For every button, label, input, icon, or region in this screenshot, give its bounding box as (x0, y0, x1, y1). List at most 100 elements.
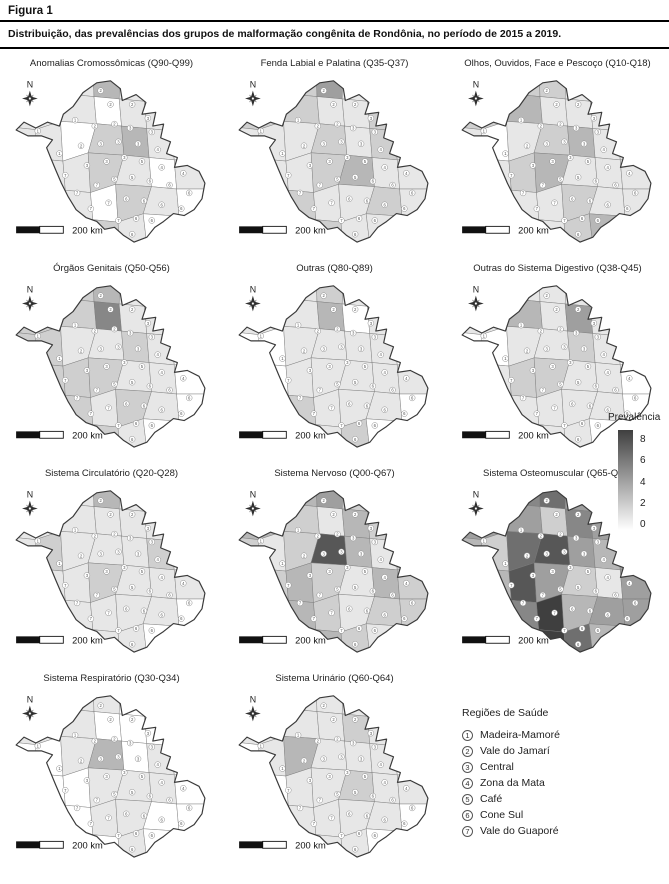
svg-text:1: 1 (483, 129, 486, 134)
svg-text:4: 4 (157, 352, 160, 357)
svg-text:5: 5 (364, 364, 367, 369)
svg-text:5: 5 (141, 774, 144, 779)
svg-text:6: 6 (589, 198, 592, 203)
choropleth-map-svg: 2 2 2 3 1 1 2 2 3 3 1 2 3 3 3 4 7 3 3 3 5 4 4 7 7 5 5 6 6 6 7 7 6 6 6 6 7 6 6 6… (461, 80, 652, 243)
state-outline (461, 80, 652, 243)
svg-text:6: 6 (143, 198, 146, 203)
svg-text:3: 3 (346, 770, 349, 775)
svg-text:5: 5 (577, 585, 580, 590)
municipalities-layer (239, 490, 428, 653)
svg-text:6: 6 (149, 794, 152, 799)
svg-text:4: 4 (380, 147, 383, 152)
svg-text:6: 6 (354, 232, 357, 237)
svg-text:2: 2 (526, 348, 529, 353)
state-outline (238, 695, 429, 858)
svg-text:3: 3 (360, 346, 363, 351)
svg-text:3: 3 (309, 163, 312, 168)
region-number-markers: 2 2 2 3 1 1 2 2 3 3 1 2 3 3 3 4 7 3 3 3 5 4 4 7 7 5 5 6 6 6 7 7 6 6 6 6 7 6 6 6 (480, 497, 639, 648)
svg-text:3: 3 (546, 551, 549, 556)
svg-text:6: 6 (366, 403, 369, 408)
svg-text:2: 2 (131, 717, 134, 722)
svg-text:2: 2 (354, 512, 357, 517)
svg-text:7: 7 (510, 173, 513, 178)
state-outline (238, 285, 429, 448)
svg-text:1: 1 (297, 118, 300, 123)
svg-text:6: 6 (354, 437, 357, 442)
svg-text:3: 3 (147, 526, 150, 531)
svg-text:1: 1 (37, 334, 40, 339)
scale-bar: 200 km (239, 840, 326, 850)
svg-text:3: 3 (360, 756, 363, 761)
svg-text:2: 2 (577, 307, 580, 312)
map-panel-9: Sistema Osteomuscular (Q65-Q79) 2 2 2 3 1 1 2 2 3… (446, 464, 669, 669)
svg-text:2: 2 (100, 498, 103, 503)
state-outline (15, 285, 206, 448)
svg-text:3: 3 (323, 551, 326, 556)
scale-bar-label: 200 km (72, 635, 103, 645)
prevalence-legend-body: 8 6 4 2 0 (618, 430, 668, 530)
region-label: Madeira-Mamoré (480, 729, 560, 741)
svg-text:5: 5 (113, 382, 116, 387)
svg-text:5: 5 (354, 585, 357, 590)
svg-text:5: 5 (141, 569, 144, 574)
svg-text:7: 7 (117, 423, 120, 428)
svg-text:7: 7 (542, 183, 545, 188)
svg-text:1: 1 (58, 356, 61, 361)
municipalities-layer (239, 695, 428, 858)
svg-text:3: 3 (147, 116, 150, 121)
svg-text:7: 7 (90, 411, 93, 416)
svg-text:3: 3 (100, 551, 103, 556)
svg-text:7: 7 (76, 601, 79, 606)
svg-text:3: 3 (86, 778, 89, 783)
svg-text:6: 6 (403, 616, 406, 621)
svg-text:6: 6 (160, 202, 163, 207)
svg-text:3: 3 (100, 346, 103, 351)
svg-text:6: 6 (411, 396, 414, 401)
svg-text:2: 2 (317, 124, 320, 129)
region-item: 6 Cone Sul (462, 809, 669, 821)
scale-bar: 200 km (239, 225, 326, 235)
svg-text:6: 6 (358, 831, 361, 836)
svg-text:4: 4 (606, 370, 609, 375)
svg-text:1: 1 (74, 323, 77, 328)
svg-text:1: 1 (37, 744, 40, 749)
svg-text:6: 6 (180, 821, 183, 826)
svg-text:2: 2 (526, 553, 529, 558)
svg-text:2: 2 (80, 758, 83, 763)
svg-text:7: 7 (64, 788, 67, 793)
svg-text:5: 5 (577, 380, 580, 385)
compass-n-label: N (473, 490, 479, 500)
svg-text:2: 2 (559, 327, 562, 332)
svg-text:3: 3 (151, 130, 154, 135)
prevalence-legend-title: Prevalência (608, 412, 661, 423)
region-label: Zona da Mata (480, 777, 545, 789)
svg-text:7: 7 (340, 218, 343, 223)
svg-text:4: 4 (603, 557, 606, 562)
svg-text:6: 6 (366, 813, 369, 818)
region-number-badge: 4 (462, 777, 473, 789)
svg-text:4: 4 (405, 786, 408, 791)
svg-text:3: 3 (328, 774, 331, 779)
svg-text:2: 2 (317, 739, 320, 744)
svg-text:5: 5 (113, 587, 116, 592)
scale-bar: 200 km (239, 635, 326, 645)
svg-text:1: 1 (58, 561, 61, 566)
svg-text:5: 5 (113, 177, 116, 182)
svg-text:2: 2 (100, 88, 103, 93)
svg-text:3: 3 (151, 540, 154, 545)
svg-text:7: 7 (287, 173, 290, 178)
scale-bar: 200 km (462, 225, 549, 235)
svg-text:6: 6 (354, 847, 357, 852)
svg-text:3: 3 (563, 549, 566, 554)
state-outline (238, 490, 429, 653)
svg-text:3: 3 (583, 551, 586, 556)
svg-text:3: 3 (129, 536, 132, 541)
map-title: Outras (Q80-Q89) (296, 263, 373, 274)
svg-text:2: 2 (546, 293, 549, 298)
svg-text:1: 1 (281, 356, 284, 361)
svg-text:2: 2 (113, 532, 116, 537)
compass-n-label: N (27, 285, 33, 295)
map-panel-5: Outras (Q80-Q89) 2 2 2 3 1 1 2 2 3 3 1 2 3 3 3 4 7 3 3 3 5 4 4 7… (223, 259, 446, 464)
svg-text:3: 3 (123, 155, 126, 160)
state-outline (461, 490, 652, 653)
